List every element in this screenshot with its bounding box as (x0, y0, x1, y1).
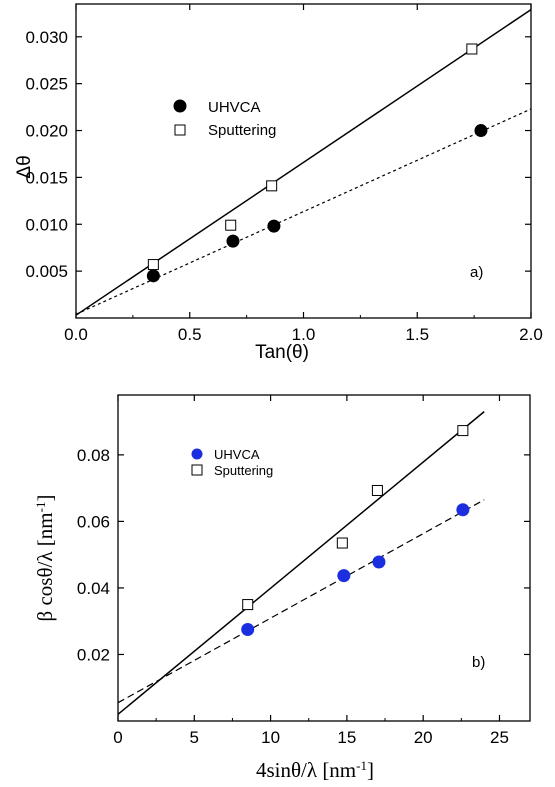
x-axis-label-b-end: ] (367, 758, 374, 782)
y-tick-label: 0.020 (25, 122, 68, 141)
y-tick-label: 0.030 (25, 28, 68, 47)
y-tick-label: 0.005 (25, 262, 68, 281)
point-sputtering (466, 43, 478, 55)
x-tick-label: 0.5 (178, 325, 202, 344)
fit-lines-b (117, 411, 485, 715)
point-uhvca (146, 269, 160, 283)
points-a (146, 43, 488, 283)
point-uhvca (241, 623, 255, 637)
x-tick-label: 0 (113, 728, 122, 747)
legend-marker-uhvca-a (173, 99, 187, 113)
fit-line-uhvca (75, 108, 532, 315)
x-axis-label-b: 4sinθ/λ [nm-1] (256, 758, 374, 783)
y-axis-label-a: Δθ (14, 155, 35, 178)
panel-label-a: a) (470, 264, 483, 281)
legend-label-uhvca-a: UHVCA (208, 99, 261, 116)
x-tick-label: 25 (490, 728, 509, 747)
y-tick-label: 0.02 (77, 645, 110, 664)
x-axis-label-b-sup: -1 (356, 758, 367, 773)
points-b (241, 425, 470, 637)
panel-a: 0.0 0.5 1.0 1.5 2.0 0.005 0.010 0.015 0.020 0.025… (14, 3, 543, 363)
y-axis-label-b: β cosθ/λ [nm-1] (33, 495, 58, 622)
fit-line-sputtering (117, 411, 485, 715)
point-sputtering (266, 180, 278, 192)
x-tick-label: 0.0 (64, 325, 88, 344)
point-sputtering (371, 484, 383, 496)
point-uhvca (372, 555, 386, 569)
legend-a: UHVCA Sputtering (173, 99, 276, 139)
legend-label-sputtering-a: Sputtering (208, 122, 276, 139)
x-axis-label-a: Tan(θ) (255, 342, 309, 363)
point-uhvca (337, 569, 351, 583)
ticks-b: 0 5 10 15 20 25 0.02 0.04 0.06 0.08 (77, 395, 530, 747)
point-sputtering (242, 599, 254, 611)
plot-frame-b (117, 394, 531, 722)
plot-frame-a (75, 3, 532, 319)
y-tick-label: 0.06 (77, 512, 110, 531)
y-axis-label-b-main: β cosθ/λ [nm (33, 512, 57, 621)
y-tick-label: 0.015 (25, 168, 68, 187)
x-tick-label: 20 (414, 728, 433, 747)
x-tick-label: 5 (190, 728, 199, 747)
legend-b: UHVCA Sputtering (191, 447, 273, 478)
x-tick-label: 15 (337, 728, 356, 747)
y-tick-label: 0.010 (25, 215, 68, 234)
panel-b: 0 5 10 15 20 250.020.040.060.08 β cosθ/λ [nm-… (33, 394, 531, 783)
y-tick-label: 0.04 (77, 579, 110, 598)
y-tick-label: 0.025 (25, 75, 68, 94)
point-sputtering (147, 259, 159, 271)
x-tick-label: 2.0 (519, 325, 543, 344)
fit-line-uhvca (117, 499, 485, 704)
legend-marker-sputtering-a (174, 124, 186, 136)
legend-label-uhvca-b: UHVCA (214, 447, 260, 462)
point-sputtering (225, 219, 237, 231)
point-sputtering (457, 425, 469, 437)
y-axis-label-b-end: ] (33, 495, 57, 502)
x-axis-label-b-main: 4sinθ/λ [nm (256, 758, 356, 782)
fit-line-sputtering (75, 9, 532, 316)
ticks-a: 0.0 0.5 1.0 1.5 2.0 0.005 0.010 0.015 0.020 0.025… (25, 4, 543, 344)
y-axis-label-b-sup: -1 (33, 502, 48, 513)
point-sputtering (336, 537, 348, 549)
legend-label-sputtering-b: Sputtering (214, 463, 273, 478)
point-uhvca (226, 234, 240, 248)
point-uhvca (456, 503, 470, 517)
x-tick-label: 1.0 (292, 325, 316, 344)
point-uhvca (267, 219, 281, 233)
legend-marker-uhvca-b (191, 448, 203, 460)
x-tick-label: 10 (261, 728, 280, 747)
fit-lines-a (75, 9, 532, 316)
legend-marker-sputtering-b (191, 464, 203, 476)
point-uhvca (474, 124, 488, 138)
panel-label-b: b) (472, 654, 485, 671)
x-tick-label: 1.5 (405, 325, 429, 344)
y-tick-label: 0.08 (77, 446, 110, 465)
